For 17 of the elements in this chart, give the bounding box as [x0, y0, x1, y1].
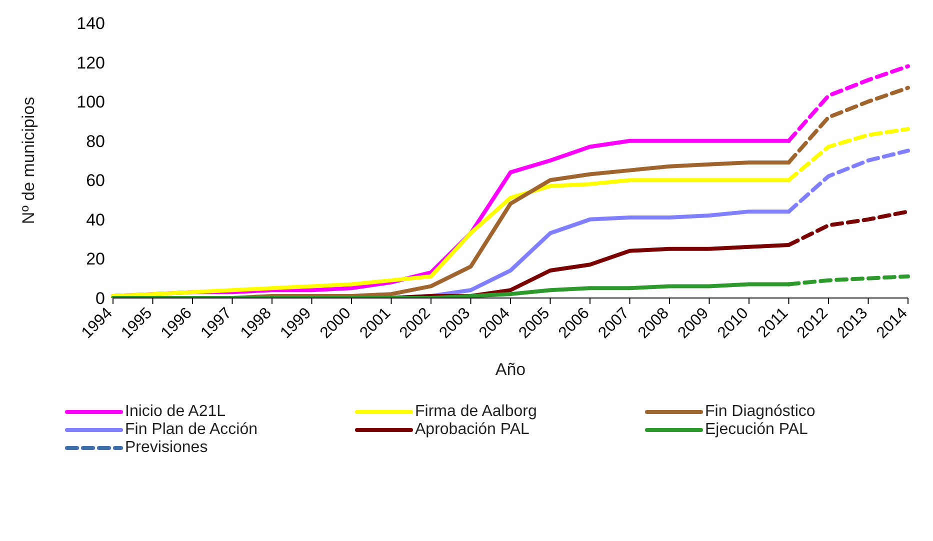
- y-axis-title: Nº de municipios: [19, 96, 38, 224]
- legend-label: Fin Plan de Acción: [125, 421, 258, 439]
- y-tick-label: 140: [76, 14, 105, 34]
- legend-label: Aprobación PAL: [415, 421, 530, 439]
- y-tick-label: 20: [86, 250, 105, 269]
- legend-label: Ejecución PAL: [705, 421, 808, 439]
- x-axis-title: Año: [495, 360, 526, 379]
- legend-label: Fin Diagnóstico: [705, 403, 816, 421]
- y-tick-label: 0: [96, 289, 105, 308]
- y-tick-label: 120: [76, 53, 105, 72]
- y-tick-label: 80: [86, 132, 105, 151]
- legend-label: Previsiones: [125, 439, 208, 457]
- y-tick-label: 40: [86, 210, 105, 230]
- legend-label: Inicio de A21L: [125, 403, 226, 421]
- legend-label: Firma de Aalborg: [415, 403, 537, 421]
- y-tick-label: 60: [86, 171, 105, 190]
- y-tick-label: 100: [76, 92, 105, 112]
